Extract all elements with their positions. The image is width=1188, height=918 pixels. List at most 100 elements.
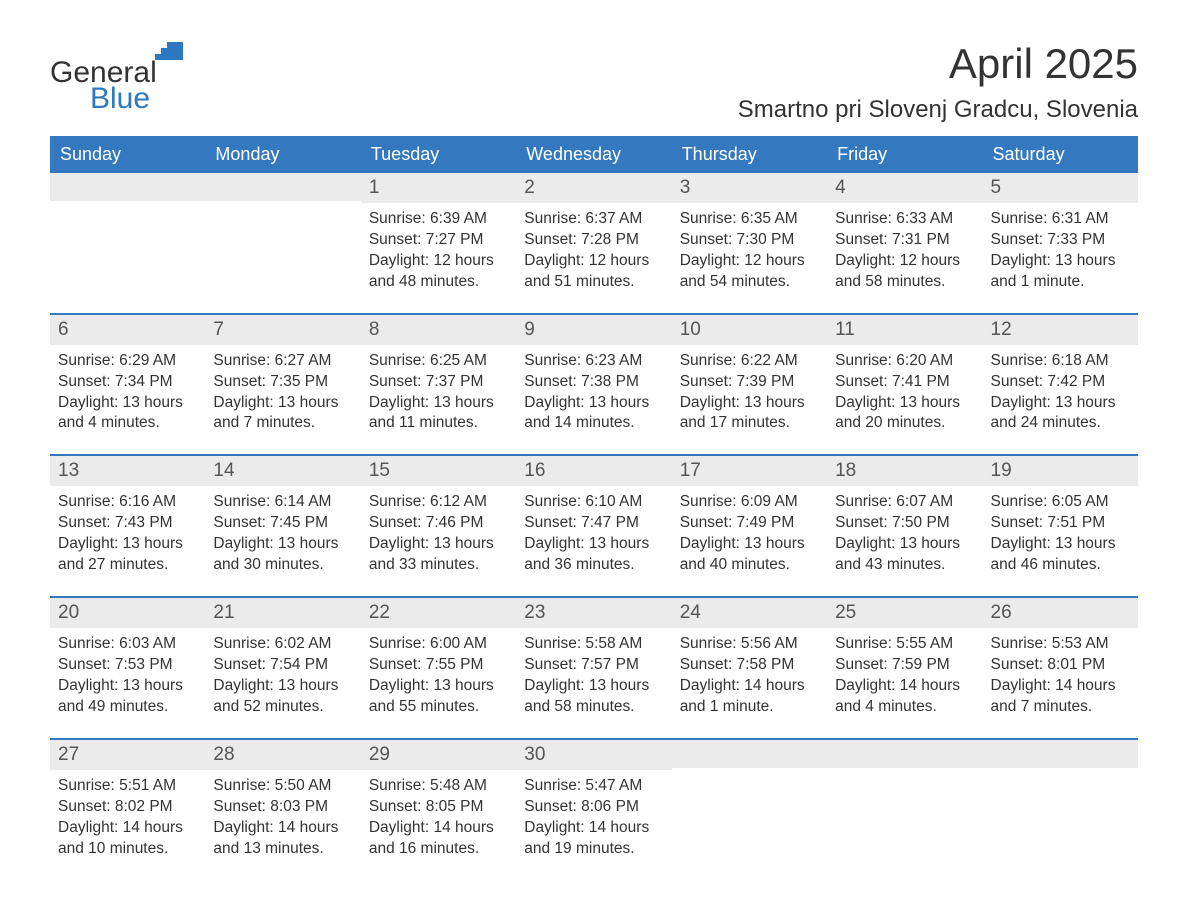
day-detail-line: and 30 minutes.	[213, 555, 352, 576]
day-detail-line: Sunset: 7:39 PM	[680, 372, 819, 393]
day-detail-line: Sunset: 7:37 PM	[369, 372, 508, 393]
day-content: Sunrise: 6:27 AMSunset: 7:35 PMDaylight:…	[205, 345, 360, 437]
day-number: 25	[827, 598, 982, 628]
day-content: Sunrise: 6:22 AMSunset: 7:39 PMDaylight:…	[672, 345, 827, 437]
day-number: 13	[50, 456, 205, 486]
day-header-sun: Sunday	[50, 136, 205, 173]
day-detail-line: Sunrise: 6:02 AM	[213, 634, 352, 655]
day-number: 11	[827, 315, 982, 345]
day-detail-line: Sunrise: 5:56 AM	[680, 634, 819, 655]
day-detail-line: Sunset: 8:01 PM	[991, 655, 1130, 676]
day-cell: 11Sunrise: 6:20 AMSunset: 7:41 PMDayligh…	[827, 315, 982, 437]
day-number: 28	[205, 740, 360, 770]
day-detail-line: and 16 minutes.	[369, 839, 508, 860]
day-cell: 17Sunrise: 6:09 AMSunset: 7:49 PMDayligh…	[672, 456, 827, 578]
day-detail-line: Sunrise: 5:58 AM	[524, 634, 663, 655]
day-header-mon: Monday	[205, 136, 360, 173]
day-number: 20	[50, 598, 205, 628]
day-detail-line: Sunrise: 6:33 AM	[835, 209, 974, 230]
day-content: Sunrise: 6:16 AMSunset: 7:43 PMDaylight:…	[50, 486, 205, 578]
day-detail-line: Daylight: 12 hours	[524, 251, 663, 272]
day-detail-line: Daylight: 13 hours	[213, 676, 352, 697]
day-detail-line: Sunset: 7:47 PM	[524, 513, 663, 534]
day-detail-line: Daylight: 13 hours	[835, 393, 974, 414]
day-number: 8	[361, 315, 516, 345]
day-content: Sunrise: 5:51 AMSunset: 8:02 PMDaylight:…	[50, 770, 205, 862]
day-cell: 5Sunrise: 6:31 AMSunset: 7:33 PMDaylight…	[983, 173, 1138, 295]
day-cell: 21Sunrise: 6:02 AMSunset: 7:54 PMDayligh…	[205, 598, 360, 720]
day-cell: 1Sunrise: 6:39 AMSunset: 7:27 PMDaylight…	[361, 173, 516, 295]
day-cell: 25Sunrise: 5:55 AMSunset: 7:59 PMDayligh…	[827, 598, 982, 720]
day-content	[827, 768, 982, 858]
day-detail-line: Sunrise: 6:16 AM	[58, 492, 197, 513]
day-content: Sunrise: 5:48 AMSunset: 8:05 PMDaylight:…	[361, 770, 516, 862]
day-cell	[50, 173, 205, 295]
day-detail-line: Sunset: 8:06 PM	[524, 797, 663, 818]
day-cell: 20Sunrise: 6:03 AMSunset: 7:53 PMDayligh…	[50, 598, 205, 720]
day-cell: 8Sunrise: 6:25 AMSunset: 7:37 PMDaylight…	[361, 315, 516, 437]
day-content: Sunrise: 6:23 AMSunset: 7:38 PMDaylight:…	[516, 345, 671, 437]
day-detail-line: Sunset: 7:45 PM	[213, 513, 352, 534]
day-content: Sunrise: 6:37 AMSunset: 7:28 PMDaylight:…	[516, 203, 671, 295]
day-detail-line: and 20 minutes.	[835, 413, 974, 434]
day-number: 27	[50, 740, 205, 770]
day-content: Sunrise: 6:05 AMSunset: 7:51 PMDaylight:…	[983, 486, 1138, 578]
day-number: 12	[983, 315, 1138, 345]
day-detail-line: Daylight: 13 hours	[369, 676, 508, 697]
day-detail-line: Daylight: 13 hours	[680, 534, 819, 555]
day-number: 4	[827, 173, 982, 203]
day-cell: 13Sunrise: 6:16 AMSunset: 7:43 PMDayligh…	[50, 456, 205, 578]
day-detail-line: Sunset: 7:55 PM	[369, 655, 508, 676]
day-detail-line: Sunrise: 6:25 AM	[369, 351, 508, 372]
day-cell: 4Sunrise: 6:33 AMSunset: 7:31 PMDaylight…	[827, 173, 982, 295]
day-detail-line: and 49 minutes.	[58, 697, 197, 718]
day-detail-line: Daylight: 13 hours	[524, 534, 663, 555]
day-cell	[205, 173, 360, 295]
location-subtitle: Smartno pri Slovenj Gradcu, Slovenia	[738, 96, 1138, 124]
day-detail-line: and 51 minutes.	[524, 272, 663, 293]
day-header-sat: Saturday	[983, 136, 1138, 173]
day-content: Sunrise: 6:14 AMSunset: 7:45 PMDaylight:…	[205, 486, 360, 578]
day-detail-line: and 54 minutes.	[680, 272, 819, 293]
day-number: 18	[827, 456, 982, 486]
day-number: 29	[361, 740, 516, 770]
day-detail-line: Sunrise: 6:05 AM	[991, 492, 1130, 513]
day-detail-line: Sunrise: 5:50 AM	[213, 776, 352, 797]
day-detail-line: and 1 minute.	[680, 697, 819, 718]
day-detail-line: Sunset: 8:02 PM	[58, 797, 197, 818]
day-detail-line: Sunset: 7:51 PM	[991, 513, 1130, 534]
day-detail-line: Sunrise: 5:55 AM	[835, 634, 974, 655]
day-detail-line: Sunset: 7:50 PM	[835, 513, 974, 534]
day-content: Sunrise: 6:07 AMSunset: 7:50 PMDaylight:…	[827, 486, 982, 578]
day-cell: 16Sunrise: 6:10 AMSunset: 7:47 PMDayligh…	[516, 456, 671, 578]
day-number: 1	[361, 173, 516, 203]
day-detail-line: Sunset: 7:59 PM	[835, 655, 974, 676]
day-detail-line: and 10 minutes.	[58, 839, 197, 860]
day-number: 3	[672, 173, 827, 203]
day-detail-line: Sunrise: 6:03 AM	[58, 634, 197, 655]
day-cell: 2Sunrise: 6:37 AMSunset: 7:28 PMDaylight…	[516, 173, 671, 295]
page-header: General Blue April 2025 Smartno pri Slov…	[50, 40, 1138, 124]
day-detail-line: and 7 minutes.	[991, 697, 1130, 718]
weeks-container: 1Sunrise: 6:39 AMSunset: 7:27 PMDaylight…	[50, 173, 1138, 861]
week-row: 13Sunrise: 6:16 AMSunset: 7:43 PMDayligh…	[50, 454, 1138, 578]
day-content: Sunrise: 6:35 AMSunset: 7:30 PMDaylight:…	[672, 203, 827, 295]
day-cell: 30Sunrise: 5:47 AMSunset: 8:06 PMDayligh…	[516, 740, 671, 862]
day-detail-line: Sunset: 7:27 PM	[369, 230, 508, 251]
day-content: Sunrise: 6:09 AMSunset: 7:49 PMDaylight:…	[672, 486, 827, 578]
day-detail-line: Sunset: 7:53 PM	[58, 655, 197, 676]
title-block: April 2025 Smartno pri Slovenj Gradcu, S…	[738, 40, 1138, 124]
day-number: 19	[983, 456, 1138, 486]
day-detail-line: and 48 minutes.	[369, 272, 508, 293]
day-detail-line: Daylight: 13 hours	[991, 534, 1130, 555]
day-detail-line: Daylight: 14 hours	[369, 818, 508, 839]
week-row: 6Sunrise: 6:29 AMSunset: 7:34 PMDaylight…	[50, 313, 1138, 437]
day-number: 5	[983, 173, 1138, 203]
day-detail-line: Sunrise: 6:37 AM	[524, 209, 663, 230]
day-header-thu: Thursday	[672, 136, 827, 173]
day-detail-line: and 14 minutes.	[524, 413, 663, 434]
day-cell: 3Sunrise: 6:35 AMSunset: 7:30 PMDaylight…	[672, 173, 827, 295]
day-detail-line: Sunrise: 5:53 AM	[991, 634, 1130, 655]
day-number: 23	[516, 598, 671, 628]
day-detail-line: Sunrise: 6:09 AM	[680, 492, 819, 513]
